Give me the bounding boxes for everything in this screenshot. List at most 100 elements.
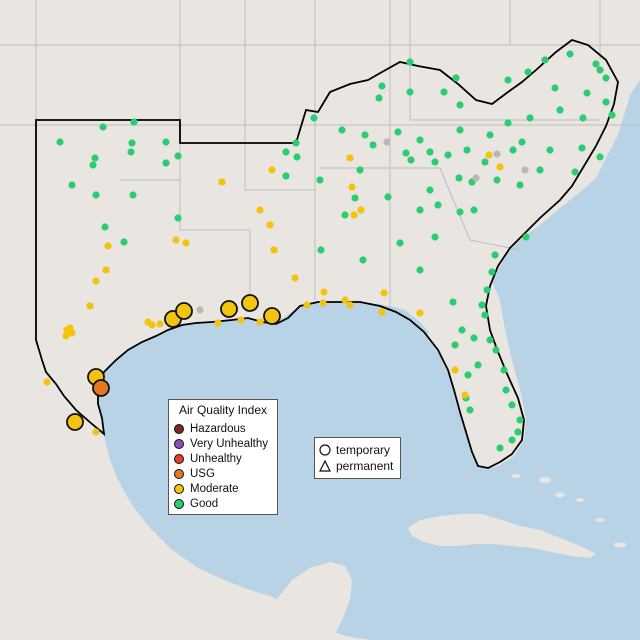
monitor-moderate xyxy=(144,318,152,326)
monitor-good xyxy=(359,256,367,264)
monitor-good xyxy=(402,149,410,157)
monitor-good xyxy=(174,152,182,160)
monitor-moderate xyxy=(104,242,112,250)
temporary-monitor-usg xyxy=(92,379,110,397)
legend-swatch-hazardous xyxy=(174,423,184,434)
legend-label: Very Unhealthy xyxy=(190,437,268,450)
aqi-legend: Air Quality Index Hazardous Very Unhealt… xyxy=(168,399,278,515)
monitor-moderate xyxy=(346,154,354,162)
monitor-good xyxy=(452,74,460,82)
monitor-good xyxy=(514,428,522,436)
legend-swatch-moderate xyxy=(174,483,184,494)
legend-title: Air Quality Index xyxy=(178,403,268,417)
monitor-good xyxy=(91,154,99,162)
legend-label: Unhealthy xyxy=(190,452,242,465)
monitor-good xyxy=(508,436,516,444)
monitor-good xyxy=(356,166,364,174)
monitor-no-data xyxy=(383,138,391,146)
monitor-good xyxy=(500,366,508,374)
monitor-moderate xyxy=(102,266,110,274)
monitor-moderate xyxy=(86,302,94,310)
monitor-good xyxy=(394,128,402,136)
monitor-good xyxy=(592,60,600,68)
monitor-moderate xyxy=(268,166,276,174)
land-yucatan xyxy=(250,562,352,640)
monitor-good xyxy=(426,148,434,156)
legend-swatch-very-unhealthy xyxy=(174,438,184,449)
monitor-good xyxy=(361,131,369,139)
legend-label: Hazardous xyxy=(190,422,246,435)
monitor-moderate xyxy=(256,318,264,326)
monitor-good xyxy=(546,146,554,154)
monitor-good xyxy=(293,153,301,161)
legend-swatch-usg xyxy=(174,468,184,479)
monitor-good xyxy=(99,123,107,131)
monitor-good xyxy=(464,371,472,379)
monitor-good xyxy=(524,68,532,76)
temporary-monitor-moderate xyxy=(175,302,193,320)
monitor-moderate xyxy=(380,289,388,297)
land-florida xyxy=(428,282,526,470)
monitor-good xyxy=(483,286,491,294)
monitor-good xyxy=(456,101,464,109)
monitor-good xyxy=(518,138,526,146)
monitor-good xyxy=(416,266,424,274)
monitor-good xyxy=(504,119,512,127)
monitor-moderate xyxy=(346,301,354,309)
monitor-moderate xyxy=(43,378,51,386)
monitor-moderate xyxy=(62,332,70,340)
monitor-good xyxy=(456,126,464,134)
monitor-good xyxy=(602,74,610,82)
monitor-good xyxy=(282,148,290,156)
monitor-moderate xyxy=(350,211,358,219)
monitor-good xyxy=(541,56,549,64)
monitor-good xyxy=(571,168,579,176)
monitor-good xyxy=(596,153,604,161)
monitor-moderate xyxy=(496,163,504,171)
monitor-good xyxy=(456,208,464,216)
monitor-good xyxy=(338,126,346,134)
monitor-good xyxy=(316,176,324,184)
monitor-good xyxy=(375,94,383,102)
temporary-monitor-moderate xyxy=(220,300,238,318)
monitor-good xyxy=(129,191,137,199)
monitor-good xyxy=(101,223,109,231)
legend-item-hazardous: Hazardous xyxy=(174,421,246,436)
monitor-markers xyxy=(43,50,616,452)
legend-item-unhealthy: Unhealthy xyxy=(174,451,242,466)
legend-item-very-unhealthy: Very Unhealthy xyxy=(174,436,268,451)
monitor-no-data xyxy=(521,166,529,174)
monitor-good xyxy=(406,58,414,66)
circle-icon xyxy=(319,444,331,456)
monitor-good xyxy=(486,131,494,139)
monitor-good xyxy=(492,346,500,354)
monitor-good xyxy=(68,181,76,189)
shape-legend-item-permanent: permanent xyxy=(319,458,393,474)
monitor-moderate xyxy=(214,319,222,327)
monitor-moderate xyxy=(303,301,311,309)
monitor-no-data xyxy=(196,306,204,314)
monitor-good xyxy=(378,82,386,90)
shape-legend-label: permanent xyxy=(336,459,394,473)
region-outline xyxy=(35,39,619,469)
monitor-good xyxy=(463,146,471,154)
legend-item-good: Good xyxy=(174,496,218,511)
monitor-good xyxy=(128,139,136,147)
monitor-good xyxy=(516,416,524,424)
legend-swatch-good xyxy=(174,498,184,509)
legend-label: Moderate xyxy=(190,482,239,495)
monitor-good xyxy=(162,138,170,146)
monitor-moderate xyxy=(256,206,264,214)
monitor-good xyxy=(509,146,517,154)
shape-legend-item-temporary: temporary xyxy=(319,442,390,458)
legend-label: USG xyxy=(190,467,215,480)
monitor-good xyxy=(369,141,377,149)
monitor-moderate xyxy=(485,151,493,159)
monitor-moderate xyxy=(461,391,469,399)
monitor-moderate xyxy=(182,239,190,247)
monitor-good xyxy=(522,233,530,241)
monitor-good xyxy=(551,84,559,92)
shape-legend: temporary permanent xyxy=(314,437,401,479)
